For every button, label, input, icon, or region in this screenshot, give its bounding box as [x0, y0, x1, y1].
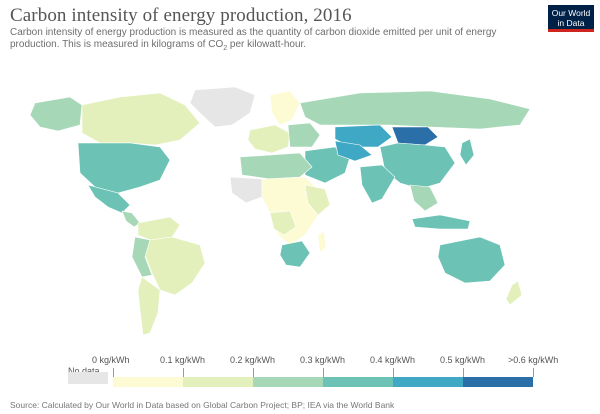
colombia-venezuela	[137, 216, 181, 241]
subtitle-line-1: Carbon intensity of energy production is…	[10, 27, 497, 38]
legend-tickline-2	[253, 368, 254, 377]
legend-tickline-3	[323, 368, 324, 377]
north-africa	[239, 152, 313, 180]
logo-line-1: Our World	[551, 8, 591, 18]
usa	[77, 142, 171, 194]
southeast-asia	[409, 184, 439, 212]
legend-tick-4: 0.4 kg/kWh	[370, 355, 416, 365]
legend-tickline-0	[113, 368, 114, 377]
scandinavia	[269, 90, 301, 126]
source-note: Source: Calculated by Our World in Data …	[10, 400, 395, 410]
legend-tickline-6	[533, 368, 534, 377]
legend-tickline-1	[183, 368, 184, 377]
india	[359, 164, 396, 204]
new-zealand	[505, 280, 523, 306]
central-america	[121, 210, 141, 228]
mongolia	[391, 126, 439, 146]
greenland	[189, 86, 256, 128]
south-africa	[279, 240, 311, 268]
argentina-chile	[137, 276, 161, 336]
western-europe	[247, 124, 291, 154]
west-africa-no-data	[229, 176, 263, 204]
legend-tick-0: 0 kg/kWh	[92, 355, 130, 365]
legend-segment-0	[113, 377, 183, 387]
legend-tick-6: >0.6 kg/kWh	[508, 355, 559, 365]
australia	[437, 236, 506, 284]
map-legend: No data 0 kg/kWh 0.1 kg/kWh 0.2 kg/kWh 0…	[0, 350, 600, 390]
alaska	[29, 96, 83, 132]
kazakhstan	[334, 124, 393, 148]
owid-logo[interactable]: Our World in Data	[548, 5, 594, 32]
japan	[459, 138, 475, 166]
middle-east	[304, 146, 351, 184]
logo-line-2: in Data	[557, 18, 585, 28]
legend-tick-1: 0.1 kg/kWh	[160, 355, 206, 365]
madagascar	[317, 230, 327, 254]
chart-title: Carbon intensity of energy production, 2…	[10, 5, 352, 26]
brazil	[144, 236, 206, 296]
legend-segment-2	[253, 377, 323, 387]
mexico	[87, 184, 131, 214]
legend-segment-3	[323, 377, 393, 387]
legend-tick-2: 0.2 kg/kWh	[230, 355, 276, 365]
chart-subtitle: Carbon intensity of energy production is…	[10, 27, 530, 55]
legend-no-data-swatch	[68, 372, 108, 384]
central-africa	[269, 210, 297, 236]
legend-tickline-4	[393, 368, 394, 377]
legend-tickline-5	[463, 368, 464, 377]
world-map	[29, 86, 531, 336]
legend-tick-3: 0.3 kg/kWh	[300, 355, 346, 365]
subtitle-line-2: production. This is measured in kilogram…	[10, 39, 307, 52]
legend-segment-1	[183, 377, 253, 387]
indonesia	[411, 214, 471, 230]
legend-segment-5	[463, 377, 533, 387]
legend-segment-4	[393, 377, 463, 387]
legend-no-data-label: No data	[68, 366, 100, 376]
canada-region	[81, 92, 201, 146]
eastern-europe	[287, 122, 321, 148]
peru-bolivia	[131, 236, 153, 278]
legend-tick-5: 0.5 kg/kWh	[440, 355, 486, 365]
central-asia	[334, 140, 373, 162]
russia	[299, 90, 531, 130]
east-africa	[304, 184, 331, 216]
